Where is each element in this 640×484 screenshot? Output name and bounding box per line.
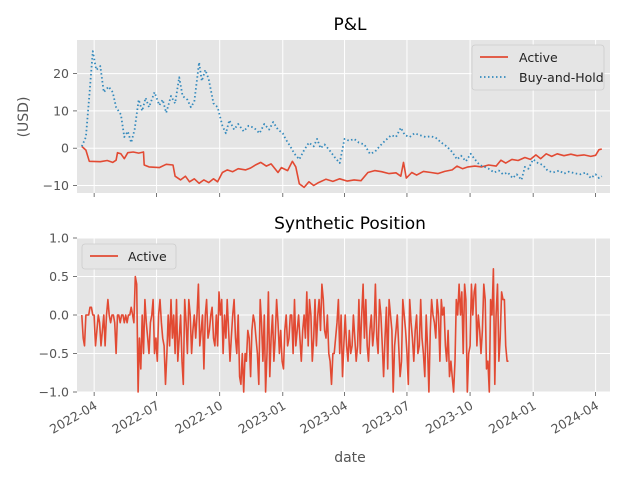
pnl-y-tick-label: 0 — [61, 141, 69, 156]
x-axis-label: date — [334, 450, 366, 466]
pnl-y-tick-label: 20 — [53, 66, 69, 81]
position-y-tick-label: 1.0 — [49, 231, 69, 246]
position-y-tick-label: 0.5 — [49, 269, 69, 284]
pnl-legend-buyhold-label: Buy-and-Hold — [519, 70, 604, 85]
pnl-y-axis-label: (USD) — [16, 97, 32, 138]
position-series-active-line — [81, 268, 509, 393]
pnl-y-tick-label: 10 — [53, 103, 69, 118]
pnl-series-active-line — [81, 145, 602, 189]
position-y-tick-label: −0.5 — [39, 346, 69, 361]
position-legend: Active — [81, 243, 177, 270]
pnl-panel: −10 0 10 20 P&L (USD) Active Buy-and-Hold — [16, 15, 610, 197]
pnl-legend: Active Buy-and-Hold — [471, 44, 605, 91]
position-legend-frame — [81, 243, 177, 270]
pnl-y-tick-label: −10 — [43, 178, 69, 193]
position-y-tick-label: 0.0 — [49, 308, 69, 323]
position-y-tick-label: −1.0 — [39, 385, 69, 400]
position-title: Synthetic Position — [274, 214, 426, 234]
pnl-title: P&L — [334, 15, 368, 35]
position-legend-active-label: Active — [128, 249, 167, 264]
pnl-legend-active-label: Active — [519, 50, 558, 65]
